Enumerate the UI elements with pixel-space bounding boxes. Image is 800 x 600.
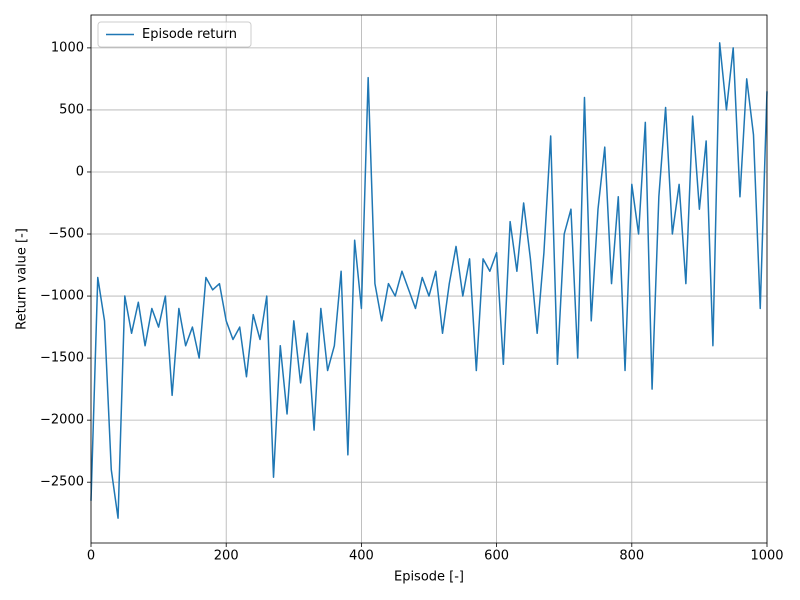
x-tick-label: 600	[484, 549, 509, 564]
y-tick-label: 0	[76, 164, 84, 179]
y-tick-label: −500	[48, 227, 84, 242]
x-tick-label: 800	[619, 549, 644, 564]
x-axis-label: Episode [-]	[394, 570, 464, 585]
y-tick-label: −1000	[40, 289, 84, 304]
y-axis-label: Return value [-]	[15, 228, 30, 330]
y-tick-label: 500	[59, 102, 84, 117]
legend-label: Episode return	[142, 27, 237, 42]
y-tick-label: −2500	[40, 475, 84, 490]
x-tick-label: 200	[214, 549, 239, 564]
y-tick-label: −1500	[40, 351, 84, 366]
plot-frame	[90, 14, 768, 544]
x-tick-label: 0	[87, 549, 95, 564]
data-line	[90, 42, 768, 519]
legend-box	[97, 21, 252, 48]
x-tick-label: 1000	[750, 549, 783, 564]
y-tick-label: −2000	[40, 413, 84, 428]
legend: Episode return	[97, 21, 252, 48]
y-tick-label: 1000	[51, 40, 84, 55]
x-tick-label: 400	[349, 549, 374, 564]
